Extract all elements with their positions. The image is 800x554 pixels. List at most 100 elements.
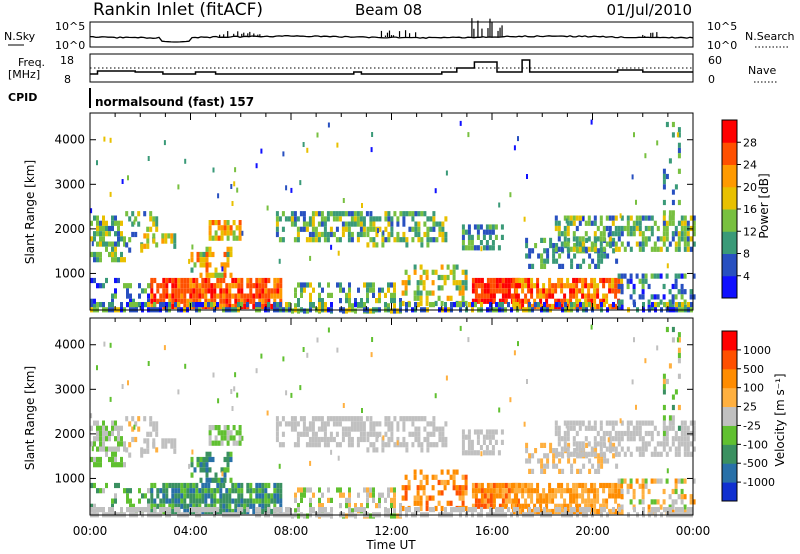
velocity-echo — [671, 441, 675, 447]
velocity-echo — [111, 456, 114, 463]
power-echo — [232, 220, 236, 226]
power-echo — [199, 257, 203, 263]
power-echo — [426, 237, 430, 243]
power-echo — [208, 220, 212, 226]
velocity-echo — [90, 425, 93, 431]
velocity-echo — [510, 488, 514, 494]
velocity-echo — [486, 498, 490, 504]
velocity-echo — [208, 435, 212, 441]
velocity-echo — [146, 443, 150, 449]
power-echo — [240, 288, 244, 294]
power-echo — [614, 241, 618, 247]
velocity-echo — [644, 358, 647, 364]
velocity-echo — [620, 478, 624, 484]
power-echo — [357, 287, 360, 293]
power-echo — [192, 288, 196, 294]
power-echo — [476, 224, 480, 230]
velocity-echo — [297, 513, 300, 519]
velocity-echo — [674, 451, 678, 457]
power-echo — [171, 288, 175, 294]
velocity-echo — [366, 492, 369, 498]
power-echo — [159, 293, 163, 299]
power-echo — [378, 216, 382, 222]
power-echo — [258, 277, 262, 284]
power-echo — [417, 237, 421, 243]
power-echo — [593, 303, 597, 310]
velocity-echo — [132, 503, 135, 509]
power-echo — [494, 234, 498, 240]
velocity-echo — [599, 482, 603, 489]
velocity-echo — [476, 439, 480, 445]
power-echo — [564, 302, 567, 308]
power-echo — [152, 216, 156, 222]
power-echo — [216, 293, 220, 299]
power-echo — [314, 237, 318, 243]
velocity-echo — [360, 507, 363, 513]
power-echo — [677, 147, 681, 154]
power-echo — [213, 302, 216, 308]
power-echo — [692, 273, 696, 279]
velocity-echo — [480, 493, 484, 499]
velocity-echo — [195, 482, 199, 489]
velocity-echo — [294, 497, 297, 503]
velocity-echo — [570, 507, 573, 513]
velocity-echo — [467, 450, 471, 456]
power-echo — [120, 257, 123, 263]
velocity-echo — [117, 430, 120, 437]
power-echo — [692, 220, 696, 226]
power-echo — [548, 283, 552, 289]
power-echo — [567, 237, 571, 243]
velocity-echo — [111, 503, 114, 509]
velocity-echo — [567, 458, 571, 464]
velocity-echo — [686, 451, 690, 457]
velocity-echo — [651, 507, 654, 513]
power-echo — [338, 237, 342, 243]
power-echo — [369, 226, 373, 232]
velocity-echo — [525, 448, 529, 454]
velocity-echo — [267, 498, 271, 504]
velocity-echo — [557, 441, 561, 447]
velocity-echo — [641, 494, 645, 500]
velocity-echo — [111, 446, 114, 452]
power-echo — [678, 302, 681, 308]
power-echo — [596, 303, 600, 310]
velocity-echo — [309, 487, 312, 493]
power-echo — [587, 293, 591, 299]
velocity-echo — [414, 416, 418, 422]
power-echo — [441, 221, 445, 227]
velocity-echo — [235, 440, 239, 446]
velocity-echo — [405, 416, 409, 422]
power-echo — [341, 211, 345, 217]
velocity-echo — [474, 507, 477, 513]
power-echo — [587, 215, 591, 221]
power-echo — [483, 288, 487, 294]
power-echo — [563, 241, 567, 247]
velocity-echo — [132, 507, 135, 513]
power-echo — [174, 302, 177, 308]
velocity-echo — [644, 441, 648, 447]
velocity-echo — [108, 507, 111, 513]
velocity-echo — [402, 426, 406, 432]
power-echo — [656, 140, 659, 146]
power-echo — [264, 277, 268, 284]
velocity-echo — [146, 431, 150, 437]
power-echo — [641, 294, 645, 300]
velocity-echo — [575, 420, 579, 426]
velocity-echo — [378, 421, 382, 427]
power-echo — [273, 302, 276, 308]
velocity-echo — [632, 430, 636, 437]
velocity-echo — [413, 500, 417, 506]
power-echo — [582, 302, 585, 308]
velocity-echo — [491, 429, 495, 435]
velocity-echo — [543, 453, 547, 459]
power-echo — [431, 280, 435, 286]
velocity-echo — [102, 441, 105, 447]
velocity-echo — [554, 451, 558, 457]
power-echo — [492, 277, 496, 284]
power-echo — [471, 302, 474, 308]
power-echo — [336, 142, 339, 148]
power-echo — [419, 274, 423, 281]
power-echo — [387, 221, 391, 227]
power-echo — [605, 225, 609, 232]
